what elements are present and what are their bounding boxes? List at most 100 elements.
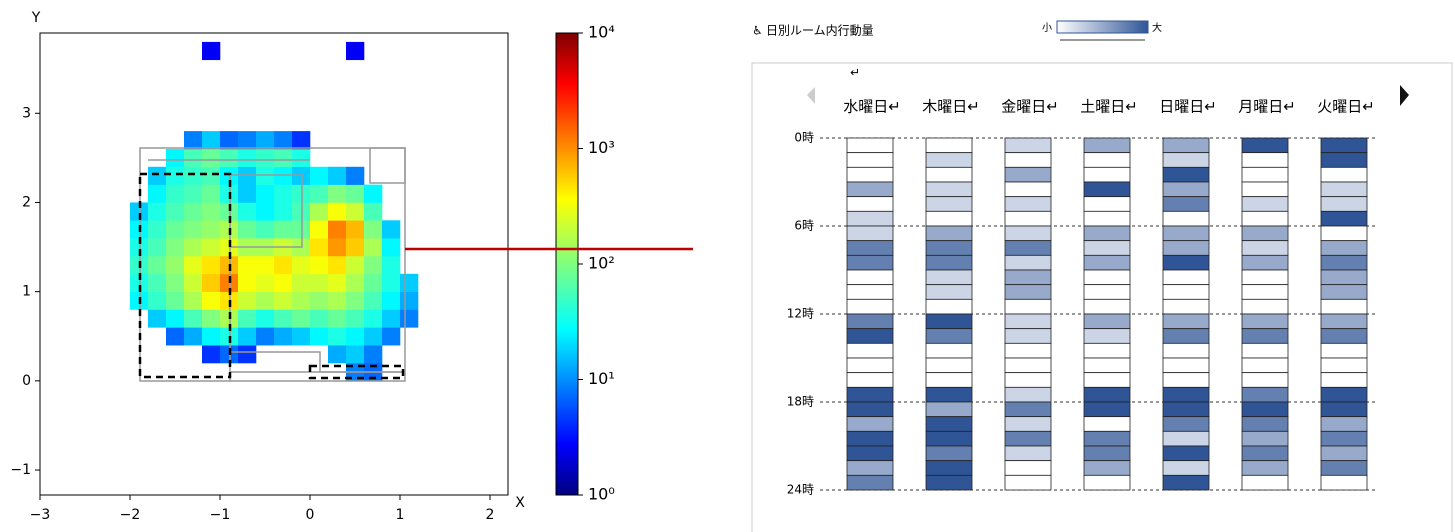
y-axis-label: Y [31, 10, 41, 26]
plot-frame [39, 32, 509, 496]
density-cell [220, 166, 239, 185]
hour-cell [1241, 298, 1289, 315]
hour-cell [1004, 357, 1052, 374]
density-cell [202, 255, 221, 275]
hour-cell [1083, 284, 1131, 300]
density-cell [382, 255, 401, 275]
hour-cell [925, 254, 973, 271]
density-cell [274, 273, 293, 292]
hour-cell [1004, 269, 1052, 286]
hour-cell [1004, 240, 1052, 256]
hour-cell [1004, 196, 1052, 212]
density-cell [202, 148, 221, 168]
density-cell [328, 327, 347, 346]
hour-cell [846, 386, 894, 403]
density-cell [400, 309, 419, 328]
hour-cell [1083, 372, 1131, 388]
density-cell [292, 327, 311, 346]
density-cell [148, 166, 167, 185]
density-cell [346, 220, 365, 239]
density-cell [238, 327, 257, 346]
next-arrow[interactable] [1400, 85, 1409, 106]
hour-cell [1004, 386, 1052, 403]
hour-cell [1320, 196, 1368, 212]
density-cell [346, 166, 365, 185]
hour-cell [1004, 416, 1052, 432]
density-cell [220, 131, 239, 150]
hour-cell [846, 430, 894, 447]
hour-cell [1083, 313, 1131, 330]
hour-cell [1162, 181, 1210, 198]
density-cell [184, 131, 203, 150]
hour-cell [925, 357, 973, 374]
hour-cell [925, 240, 973, 256]
hour-cell [1162, 254, 1210, 271]
density-cell [256, 309, 275, 328]
density-cell [310, 273, 329, 292]
y-tick-label: 1 [22, 284, 31, 300]
hour-cell [1320, 474, 1368, 491]
hour-cell [846, 196, 894, 212]
hour-cell [1004, 181, 1052, 198]
density-cell [274, 148, 293, 168]
prev-arrow[interactable] [807, 87, 815, 104]
day-label: 木曜日↵ [922, 98, 980, 116]
colorbar [555, 32, 579, 496]
density-cell [346, 255, 365, 275]
colorbar-tick-label: 10² [588, 254, 615, 273]
hour-cell [925, 401, 973, 418]
hour-cell [1241, 460, 1289, 476]
density-cell [184, 291, 203, 310]
density-cell [166, 184, 185, 203]
hour-cell [1320, 445, 1368, 462]
density-cell [184, 273, 203, 292]
hour-cell [1083, 328, 1131, 344]
density-cell [202, 41, 221, 61]
hour-cell [1004, 298, 1052, 315]
hour-cell [925, 460, 973, 476]
density-cell [166, 327, 185, 346]
density-cell [382, 238, 401, 257]
hour-cell [1083, 269, 1131, 286]
hour-cell [1004, 445, 1052, 462]
density-cell [202, 220, 221, 239]
hour-cell [1162, 357, 1210, 374]
colorbar-tick-label: 10¹ [588, 369, 615, 388]
hour-cell [1320, 137, 1368, 154]
hour-cell [925, 474, 973, 491]
annotation: ↵ [850, 66, 860, 80]
density-cell [328, 238, 347, 257]
hour-cell [925, 210, 973, 227]
density-cell [346, 202, 365, 221]
hour-cell [1004, 225, 1052, 242]
hour-cell [1083, 181, 1131, 198]
hour-cell [1241, 328, 1289, 344]
hour-cell [925, 372, 973, 388]
hour-cell [1162, 342, 1210, 359]
hour-cell [846, 445, 894, 462]
day-label: 火曜日↵ [1317, 98, 1375, 116]
density-cell [184, 202, 203, 221]
density-cell [202, 131, 221, 150]
density-cell [166, 220, 185, 239]
density-cell [310, 202, 329, 221]
hour-cell [1083, 416, 1131, 432]
hour-cell [1162, 372, 1210, 388]
legend-gradient [1056, 20, 1149, 34]
hour-cell [846, 328, 894, 344]
hour-cell [1320, 328, 1368, 344]
density-cell [256, 220, 275, 239]
hour-cell [1320, 298, 1368, 315]
density-cell [310, 291, 329, 310]
hour-cell [1241, 152, 1289, 168]
density-cell [274, 309, 293, 328]
density-cell [364, 220, 383, 239]
density-cell [184, 327, 203, 346]
density-cell [292, 184, 311, 203]
density-cell [382, 220, 401, 239]
density-cell [166, 148, 185, 168]
hour-cell [1241, 357, 1289, 374]
x-tick-label: 1 [396, 507, 405, 523]
hour-cell [1004, 254, 1052, 271]
hour-cell [925, 386, 973, 403]
